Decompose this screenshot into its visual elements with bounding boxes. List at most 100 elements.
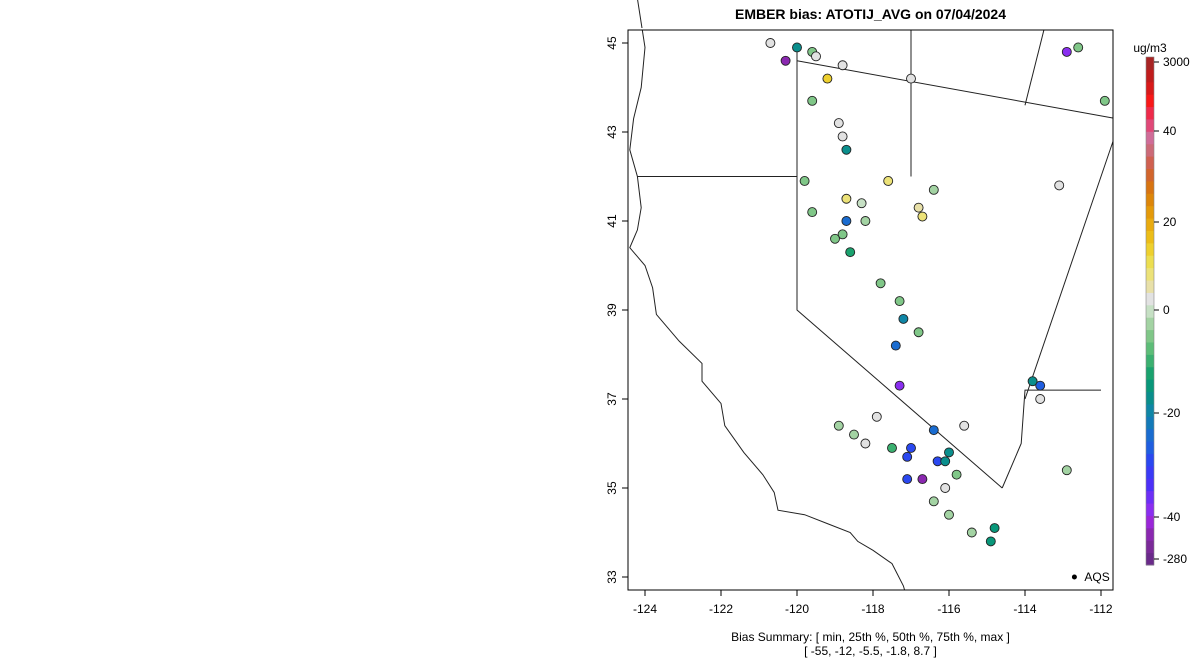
colorbar-segment — [1146, 379, 1154, 393]
colorbar-tick-label: 40 — [1163, 124, 1177, 138]
station-point — [837, 229, 848, 240]
x-tick-label: -118 — [861, 602, 884, 616]
az-border — [1001, 389, 1101, 489]
station-point — [898, 313, 909, 324]
station-point — [811, 51, 821, 62]
colorbar-segment — [1146, 304, 1154, 318]
colorbar-segment — [1146, 478, 1154, 492]
x-tick-label: -112 — [1089, 602, 1112, 616]
colorbar-segment — [1146, 354, 1154, 368]
ca-nv-border — [796, 47, 1003, 489]
station-point — [833, 118, 844, 129]
station-point — [799, 175, 810, 186]
colorbar-segment — [1146, 230, 1154, 244]
station-point — [913, 202, 924, 213]
colorbar-segment — [1146, 218, 1154, 231]
station-point — [944, 447, 954, 458]
colorbar-segment — [1146, 280, 1154, 293]
station-point — [959, 420, 970, 431]
station-point — [830, 233, 840, 244]
colorbar-segment — [1146, 94, 1154, 108]
station-point — [849, 429, 859, 440]
station-point — [902, 474, 913, 485]
station-point — [807, 95, 818, 106]
colorbar-segment — [1146, 168, 1154, 182]
station-point — [1073, 42, 1084, 53]
station-point — [906, 73, 916, 84]
colorbar-tick-label: -280 — [1163, 552, 1187, 566]
id-nv — [1024, 29, 1045, 106]
colorbar-segment — [1146, 341, 1154, 355]
station-point — [985, 536, 996, 547]
x-tick-label: -116 — [937, 602, 960, 616]
bias-colorbar-unit: ug/m3 — [1133, 41, 1167, 55]
station-point — [913, 327, 924, 338]
colorbar-tick-label: -40 — [1163, 510, 1181, 524]
station-point — [944, 509, 954, 520]
colorbar-segment — [1146, 143, 1154, 157]
station-point — [1035, 394, 1046, 404]
station-point — [951, 469, 962, 480]
colorbar-segment — [1146, 131, 1154, 145]
y-tick-label: 45 — [605, 36, 619, 50]
colorbar-segment — [1146, 69, 1154, 83]
y-tick-label: 43 — [605, 125, 619, 139]
colorbar-segment — [1146, 540, 1154, 554]
colorbar-segment — [1146, 57, 1154, 70]
mask — [628, 28, 1113, 30]
colorbar-segment — [1146, 552, 1154, 566]
colorbar-segment — [1146, 391, 1154, 405]
or-id-border — [796, 60, 1117, 120]
station-point — [780, 55, 791, 66]
colorbar-segment — [1146, 329, 1154, 343]
colorbar-segment — [1146, 490, 1154, 504]
bias-boundaries — [629, 0, 1117, 654]
bias-title: EMBER bias: ATOTIJ_AVG on 07/04/2024 — [735, 6, 1006, 22]
y-tick-label: 37 — [605, 392, 619, 406]
colorbar-tick-label: 3000 — [1163, 55, 1190, 69]
station-point — [883, 175, 894, 186]
colorbar-segment — [1146, 106, 1154, 120]
station-point — [837, 131, 848, 142]
mask — [628, 590, 1113, 670]
y-tick-label: 41 — [605, 214, 619, 228]
station-point — [894, 296, 905, 307]
station-point — [917, 474, 928, 485]
station-point — [841, 144, 852, 155]
colorbar-segment — [1146, 441, 1154, 454]
colorbar-tick-label: 0 — [1163, 303, 1170, 317]
station-point — [860, 438, 871, 449]
station-point — [989, 523, 1000, 533]
colorbar-segment — [1146, 416, 1154, 430]
station-point — [887, 443, 897, 453]
station-point — [902, 451, 913, 462]
station-point — [1061, 465, 1072, 476]
colorbar-segment — [1146, 242, 1154, 256]
station-point — [792, 42, 802, 53]
bias-footer-line1: Bias Summary: [ min, 25th %, 50th %, 75t… — [731, 630, 1010, 644]
station-point — [841, 193, 852, 204]
colorbar-segment — [1146, 156, 1154, 170]
station-point — [940, 456, 951, 467]
station-point — [856, 198, 867, 209]
colorbar-segment — [1146, 503, 1154, 516]
colorbar-tick-label: -20 — [1163, 406, 1181, 420]
colorbar-segment — [1146, 193, 1154, 207]
colorbar-segment — [1146, 366, 1154, 380]
station-point — [1054, 180, 1065, 191]
colorbar-segment — [1146, 453, 1154, 467]
station-point — [917, 211, 928, 222]
colorbar-segment — [1146, 267, 1154, 281]
bias-stations — [765, 38, 1110, 547]
station-point — [871, 411, 882, 422]
mask — [1113, 0, 1133, 672]
station-point — [928, 425, 939, 436]
station-point — [928, 184, 939, 195]
mask — [0, 0, 628, 672]
station-point — [940, 483, 951, 493]
station-point — [833, 420, 844, 431]
station-point — [906, 443, 916, 453]
colorbar-segment — [1146, 527, 1154, 541]
station-point — [837, 60, 848, 71]
station-point — [765, 38, 776, 48]
